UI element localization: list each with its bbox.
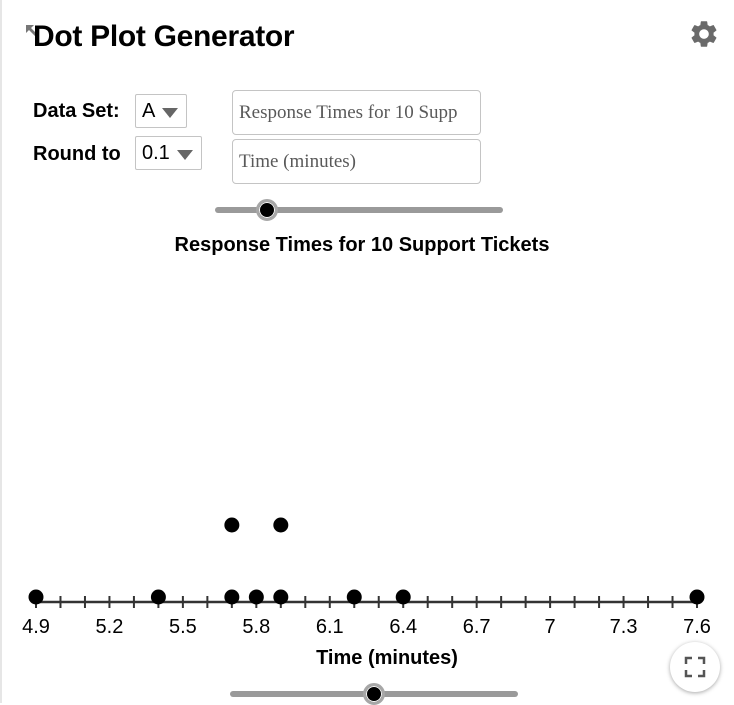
x-axis-label: Time (minutes)	[316, 647, 458, 669]
x-tick-label: 6.4	[389, 616, 417, 638]
x-tick-label: 5.2	[96, 616, 124, 638]
fullscreen-icon	[684, 656, 706, 678]
data-point	[224, 517, 240, 533]
x-tick-label: 4.9	[22, 616, 50, 638]
data-point	[346, 589, 362, 605]
chevron-down-icon	[177, 150, 193, 160]
x-tick-label: 6.1	[316, 616, 344, 638]
fullscreen-button[interactable]	[670, 642, 720, 692]
x-tick-label: 7.3	[610, 616, 638, 638]
x-tick-label: 5.8	[242, 616, 270, 638]
data-point	[273, 517, 289, 533]
app-title: Dot Plot Generator	[33, 20, 295, 53]
gear-icon[interactable]	[688, 18, 720, 50]
data-point	[150, 589, 166, 605]
data-point	[273, 589, 289, 605]
x-tick-label: 7	[545, 616, 556, 638]
top-slider-knob[interactable]	[255, 199, 278, 221]
x-tick-label: 7.6	[683, 616, 711, 638]
chart-title-input[interactable]	[232, 90, 481, 135]
round-dropdown[interactable]: 0.1	[135, 136, 202, 170]
dataset-label: Data Set:	[33, 100, 120, 122]
round-label: Round to	[33, 143, 121, 165]
data-point	[224, 589, 240, 605]
top-slider-track[interactable]	[215, 207, 503, 213]
round-value: 0.1	[142, 142, 170, 164]
dataset-value: A	[142, 100, 156, 122]
chevron-down-icon	[162, 108, 178, 118]
x-tick-label: 6.7	[463, 616, 491, 638]
bottom-slider-knob[interactable]	[363, 683, 385, 705]
x-tick-label: 5.5	[169, 616, 197, 638]
data-point	[395, 589, 411, 605]
data-point	[689, 589, 705, 605]
data-point	[248, 589, 264, 605]
chart-title: Response Times for 10 Support Tickets	[174, 234, 550, 256]
panel-border	[0, 0, 2, 703]
dataset-dropdown[interactable]: A	[135, 94, 187, 128]
resize-arrow-icon[interactable]	[25, 24, 39, 38]
axis-label-input[interactable]	[232, 139, 481, 184]
data-point	[28, 589, 44, 605]
